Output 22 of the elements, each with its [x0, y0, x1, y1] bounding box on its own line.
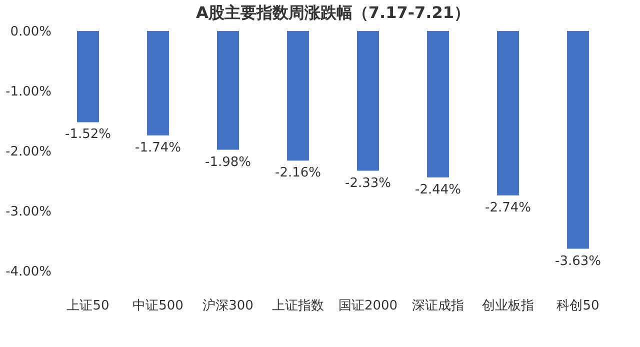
x-tick-label: 中证500: [132, 298, 184, 314]
y-tick-label: 0.00%: [10, 24, 52, 40]
y-tick-label: -4.00%: [6, 264, 52, 280]
y-tick-label: -1.00%: [6, 84, 52, 100]
x-tick-label: 沪深300: [202, 298, 254, 314]
data-label: -3.63%: [555, 254, 601, 269]
x-tick-label: 上证50: [66, 298, 110, 314]
x-tick-label: 创业板指: [482, 298, 534, 314]
data-label: -2.33%: [345, 176, 391, 191]
data-label: -1.98%: [205, 154, 251, 170]
x-tick-label: 上证指数: [272, 298, 324, 314]
y-tick-label: -3.00%: [6, 204, 52, 220]
data-label: -1.74%: [135, 140, 181, 156]
y-tick-label: -2.00%: [6, 144, 52, 160]
data-label: -2.74%: [485, 200, 531, 216]
data-label: -1.52%: [65, 127, 111, 142]
x-tick-label: 深证成指: [412, 298, 464, 314]
chart-title: A股主要指数周涨跌幅（7.17-7.21）: [196, 3, 470, 22]
data-label: -2.44%: [415, 182, 461, 198]
x-tick-label: 科创50: [556, 298, 600, 314]
x-tick-label: 国证2000: [338, 298, 398, 314]
data-label: -2.16%: [275, 166, 321, 181]
